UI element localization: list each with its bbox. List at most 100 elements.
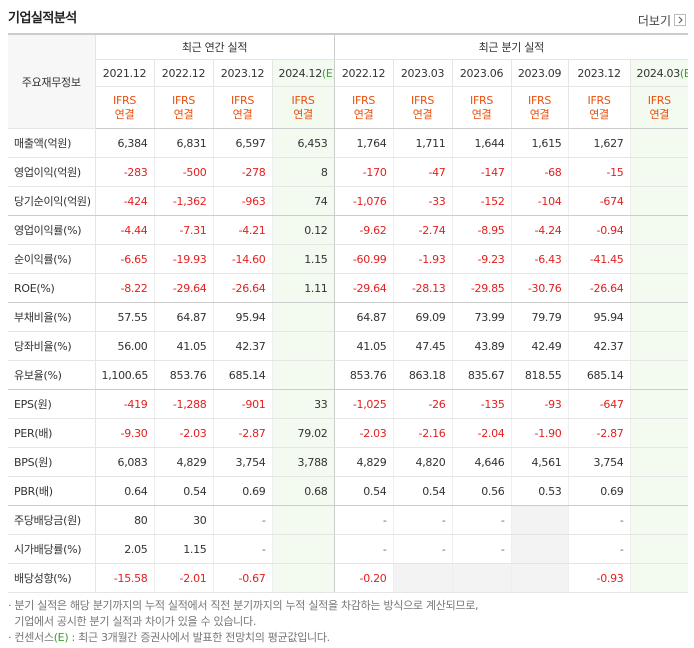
value-cell: 57.55 [94,302,154,332]
value-cell: 95.94 [212,302,272,332]
value-cell: 64.87 [333,302,394,332]
basis-text: IFRS [470,93,494,107]
value-cell: -135 [451,389,512,419]
more-link[interactable]: 더보기 [638,12,686,29]
value-cell: 3,754 [567,447,631,477]
value-cell: -1,025 [333,389,394,419]
value-cell: 30 [153,505,213,535]
value-cell: 4,820 [392,447,453,477]
value-cell: -93 [510,389,569,419]
basis-text: IFRS [231,93,254,107]
value-cell: 1.11 [271,273,335,303]
value-cell: - [451,534,512,564]
value-cell: 8 [271,157,335,187]
value-cell: 4,561 [510,447,569,477]
period-header: 2023.12 [212,59,272,87]
basis-header: IFRS 연결 [392,86,453,129]
value-cell: -963 [212,186,272,216]
value-cell: 42.49 [510,331,569,361]
basis-header: IFRS 연결 [212,86,272,129]
row-label: 당좌비율(%) [8,331,96,361]
value-cell: -2.74 [392,215,453,245]
period-header: 2023.06 [451,59,512,87]
value-cell: -278 [212,157,272,187]
value-cell: -33 [392,186,453,216]
value-cell: -0.20 [333,563,394,593]
basis-text: IFRS [352,93,376,107]
value-cell: -0.94 [567,215,631,245]
value-cell: 0.54 [153,476,213,506]
value-cell: 3,788 [271,447,335,477]
empty-cell [629,360,689,390]
value-cell: -1,288 [153,389,213,419]
value-cell: -419 [94,389,154,419]
row-label: 부채비율(%) [8,302,96,332]
empty-cell [629,447,689,477]
estimate-mark: (E) [679,66,688,80]
empty-cell [629,534,689,564]
value-cell: -9.62 [333,215,394,245]
value-cell: 1.15 [153,534,213,564]
group-header: 최근 분기 실적 [333,33,689,60]
value-cell: 74 [271,186,335,216]
empty-cell [392,563,453,593]
corner-cell: 주요재무정보 [8,33,96,129]
empty-cell [629,563,689,593]
basis-header: IFRS 연결 [451,86,512,129]
value-cell: -14.60 [212,244,272,274]
empty-cell [629,186,689,216]
basis-header: IFRS 연결 [510,86,569,129]
basis-text: 연결 [589,107,609,121]
value-cell: 1,615 [510,128,569,158]
value-cell: 6,083 [94,447,154,477]
period-header: 2024.12(E) [271,59,335,87]
basis-text: IFRS [587,93,611,107]
value-cell: - [567,505,631,535]
value-cell: -26.64 [212,273,272,303]
value-cell: 4,829 [153,447,213,477]
period-date: 2022.12 [161,66,206,80]
empty-cell [271,534,335,564]
value-cell: -8.22 [94,273,154,303]
table-head: 주요재무정보 최근 연간 실적 최근 분기 실적 2021.12 2022.12 2023… [8,33,689,129]
basis-text: IFRS [647,93,671,107]
data-row: 당기순이익(억원) -424 -1,362 -963 74 -1,076 -33 -152 -1… [8,186,689,216]
period-header: 2022.12 [333,59,394,87]
period-date: 2022.12 [341,66,386,80]
period-date: 2021.12 [102,66,147,80]
estimate-mark: (E) [321,66,334,80]
basis-text: 연결 [293,107,313,121]
performance-table: 주요재무정보 최근 연간 실적 최근 분기 실적 2021.12 2022.12 2023… [8,33,689,593]
group-header: 최근 연간 실적 [94,33,335,60]
value-cell: 2.05 [94,534,154,564]
value-cell: -15 [567,157,631,187]
value-cell: -500 [153,157,213,187]
more-icon[interactable] [674,14,686,26]
basis-row: IFRS 연결 IFRS 연결 IFRS 연결 IFRS 연결 IFRS 연결 IFRS 연결 IFRS… [8,86,689,129]
more-text[interactable]: 더보기 [637,14,671,28]
value-cell: 56.00 [94,331,154,361]
value-cell: -19.93 [153,244,213,274]
value-cell: -26 [392,389,453,419]
empty-cell [271,563,335,593]
basis-header: IFRS 연결 [271,86,335,129]
basis-header: IFRS 연결 [94,86,154,129]
value-cell: -60.99 [333,244,394,274]
value-cell: -424 [94,186,154,216]
value-cell: -30.76 [510,273,569,303]
value-cell: -2.01 [153,563,213,593]
data-row: 유보율(%) 1,100.65 853.76 685.14 853.76 863.18 83… [8,360,689,390]
value-cell: 69.09 [392,302,453,332]
value-cell: -28.13 [392,273,453,303]
period-header: 2023.09 [510,59,569,87]
empty-cell [629,331,689,361]
note: · 컨센서스(E) : 최근 3개월간 증권사에서 발표한 전망치의 평균값입니… [8,631,330,644]
value-cell: -1.90 [510,418,569,448]
value-cell: - [392,505,453,535]
value-cell: -147 [451,157,512,187]
basis-text: 연결 [649,107,670,121]
row-label: EPS(원) [8,389,96,419]
value-cell: 0.54 [333,476,394,506]
value-cell: - [212,534,272,564]
row-label: 영업이익(억원) [8,157,96,187]
